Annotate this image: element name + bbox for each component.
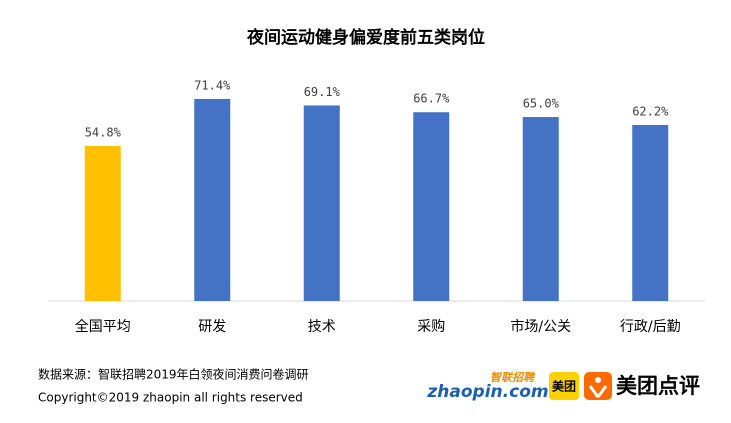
dianping-icon bbox=[584, 372, 612, 400]
value-label: 62.2% bbox=[632, 104, 669, 118]
x-tick-label: 全国平均 bbox=[75, 318, 131, 335]
bar bbox=[632, 124, 669, 301]
source: 数据来源：智联招聘2019年白领夜间消费问卷调研 bbox=[38, 367, 309, 382]
meituan-logo: 美团 bbox=[552, 379, 576, 394]
bars: 54.8% 全国平均 71.4% 研发 69.1% 技术 66.7% 采购 65.0% 市场/公关… bbox=[75, 78, 681, 335]
bar bbox=[522, 117, 559, 301]
meituan-box bbox=[549, 372, 579, 400]
zhaopin-cn-logo: 智联招聘 bbox=[490, 371, 536, 384]
value-label: 66.7% bbox=[413, 92, 450, 106]
bar bbox=[194, 98, 231, 301]
copyright: Copyright©2019 zhaopin all rights reserv… bbox=[38, 391, 303, 405]
x-tick-label: 行政/后勤 bbox=[620, 319, 681, 335]
dianping-icon-shape bbox=[588, 385, 608, 398]
value-label: 54.8% bbox=[85, 125, 122, 139]
dianping-logo: 美团点评 bbox=[616, 374, 700, 398]
dianping-icon-dot bbox=[595, 377, 601, 383]
bar bbox=[84, 145, 121, 301]
x-tick-label: 采购 bbox=[417, 319, 445, 335]
chart-title: 夜间运动健身偏爱度前五类岗位 bbox=[246, 27, 485, 48]
zhaopin-logo: zhaopin.com bbox=[426, 382, 548, 402]
x-tick-label: 市场/公关 bbox=[510, 318, 571, 335]
x-tick-label: 研发 bbox=[198, 319, 226, 335]
bar bbox=[413, 112, 450, 301]
value-label: 65.0% bbox=[523, 97, 560, 111]
value-label: 71.4% bbox=[194, 78, 231, 92]
value-label: 69.1% bbox=[304, 85, 341, 99]
x-tick-label: 技术 bbox=[308, 319, 336, 335]
bar bbox=[303, 105, 340, 302]
